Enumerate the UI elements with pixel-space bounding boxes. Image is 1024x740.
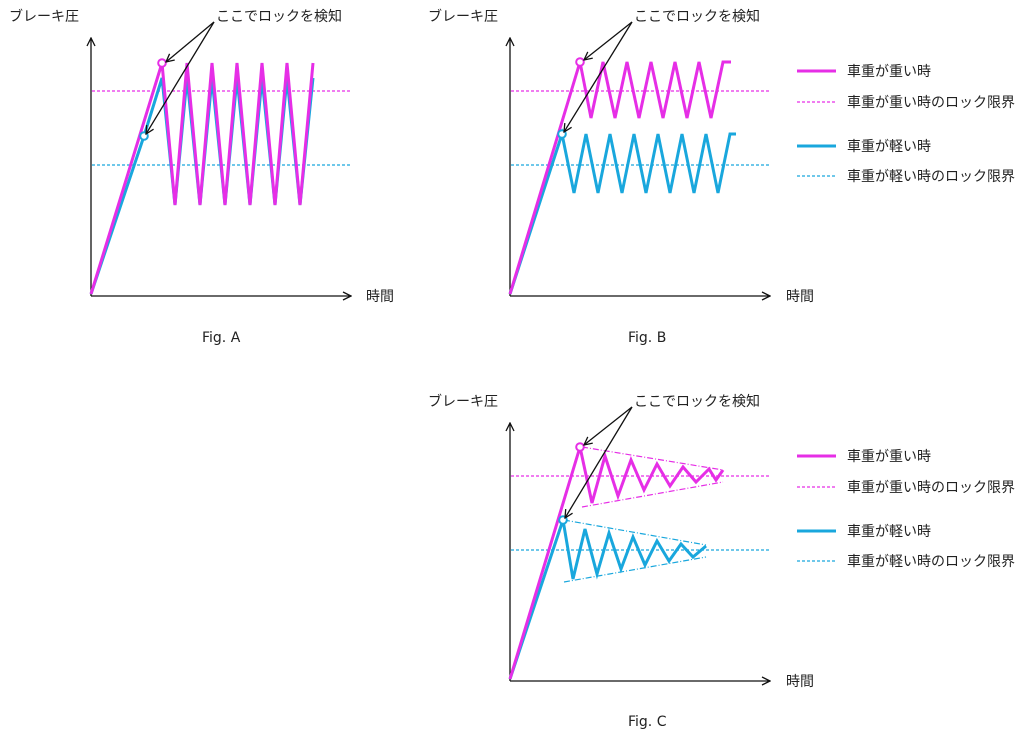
legend-b-light-solid-label: 車重が軽い時 bbox=[847, 138, 931, 155]
panel-c-caption: Fig. C bbox=[628, 714, 667, 730]
panel-c-light-envelope-upper bbox=[563, 519, 707, 546]
legend-c-light-solid-label: 車重が軽い時 bbox=[847, 523, 931, 540]
panel-a-annotation-arrow-heavy bbox=[166, 21, 215, 62]
panel-c-x-label: 時間 bbox=[786, 674, 814, 690]
panel-a-annotation: ここでロックを検知 bbox=[216, 8, 342, 25]
panel-c-annotation-arrow-light bbox=[565, 406, 633, 518]
panel-b: ブレーキ圧 時間 ここでロックを検知 Fig. B 車重が重い時 車重が重い時の… bbox=[428, 8, 1015, 346]
panel-c: ブレーキ圧 時間 ここでロックを検知 Fig. C 車重が重い時 車重が重い時の… bbox=[428, 393, 1015, 730]
panel-b-heavy-lock-marker bbox=[575, 57, 585, 67]
panel-c-annotation: ここでロックを検知 bbox=[634, 393, 760, 410]
panel-c-light-curve bbox=[508, 519, 707, 680]
legend-b-heavy-solid-label: 車重が重い時 bbox=[847, 63, 931, 80]
panel-b-annotation: ここでロックを検知 bbox=[634, 8, 760, 25]
panel-a-heavy-lock-marker bbox=[157, 58, 167, 68]
panel-a: ブレーキ圧 時間 ここでロックを検知 Fig. A bbox=[9, 8, 394, 346]
legend-c-heavy-solid-label: 車重が重い時 bbox=[847, 448, 931, 465]
panel-c-legend: 車重が重い時 車重が重い時のロック限界 車重が軽い時 車重が軽い時のロック限界 bbox=[797, 448, 1015, 570]
panel-c-heavy-curve bbox=[508, 446, 725, 680]
panel-b-heavy-curve bbox=[508, 60, 731, 295]
legend-c-heavy-dashed-label: 車重が重い時のロック限界 bbox=[847, 479, 1015, 496]
panel-a-y-label: ブレーキ圧 bbox=[9, 8, 79, 25]
legend-c-light-dashed-label: 車重が軽い時のロック限界 bbox=[847, 553, 1015, 570]
panel-b-legend: 車重が重い時 車重が重い時のロック限界 車重が軽い時 車重が軽い時のロック限界 bbox=[797, 63, 1015, 185]
panel-a-x-label: 時間 bbox=[366, 289, 394, 305]
panel-c-y-label: ブレーキ圧 bbox=[428, 393, 498, 410]
legend-b-heavy-dashed-label: 車重が重い時のロック限界 bbox=[847, 94, 1015, 111]
panel-b-annotation-arrow-light bbox=[564, 21, 633, 132]
panel-b-caption: Fig. B bbox=[628, 330, 666, 346]
panel-a-heavy-curve bbox=[89, 62, 315, 295]
panel-c-heavy-lock-marker bbox=[575, 442, 585, 452]
panel-b-light-curve bbox=[508, 128, 736, 295]
panel-a-annotation-arrow-light bbox=[146, 21, 215, 134]
panel-c-light-envelope-lower bbox=[563, 556, 707, 583]
panel-a-caption: Fig. A bbox=[202, 330, 241, 346]
panel-c-heavy-envelope-lower bbox=[581, 481, 724, 508]
panel-b-annotation-arrow-heavy bbox=[584, 21, 633, 60]
legend-b-light-dashed-label: 車重が軽い時のロック限界 bbox=[847, 168, 1015, 185]
panel-c-annotation-arrow-heavy bbox=[584, 406, 633, 445]
panel-b-x-label: 時間 bbox=[786, 289, 814, 305]
panel-b-y-label: ブレーキ圧 bbox=[428, 8, 498, 25]
